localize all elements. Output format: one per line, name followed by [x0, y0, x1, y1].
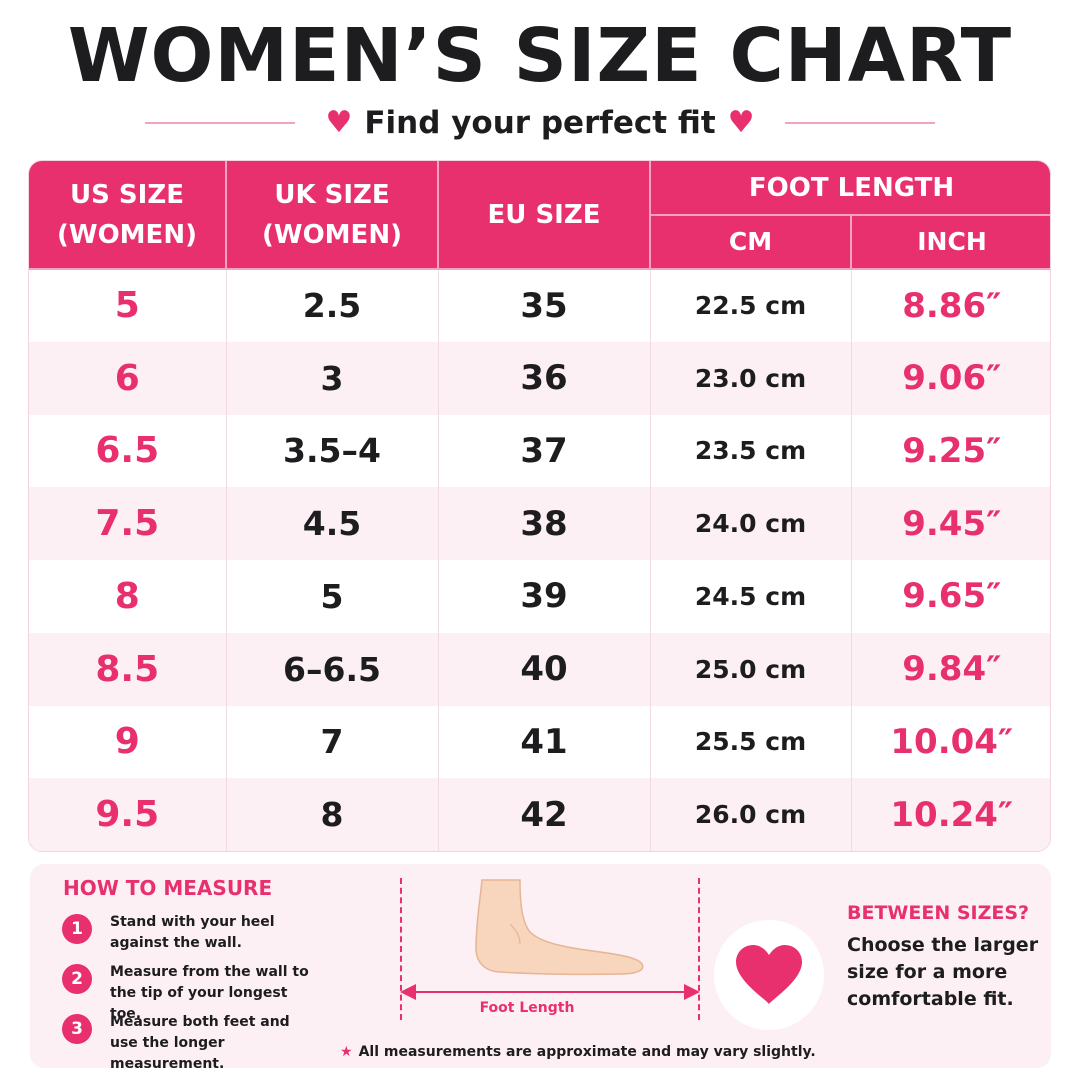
page-title: WOMEN’S SIZE CHART: [67, 13, 1013, 99]
header-inch: INCH: [851, 215, 1050, 270]
size-table-container: US SIZE (WOMEN) UK SIZE (WOMEN) EU SIZE …: [28, 160, 1051, 852]
header-cm: CM: [650, 215, 852, 270]
uk-size-cell: 2.5: [226, 269, 439, 342]
how-to-measure-title: HOW TO MEASURE: [63, 876, 273, 900]
heart-icon: ♥: [325, 105, 353, 140]
step-text: Measure both feet and use the longer mea…: [110, 1014, 290, 1072]
us-size-cell: 7.5: [29, 487, 227, 560]
table-row: 6.5 3.5–4 37 23.5 cm 9.25″: [29, 414, 1050, 488]
eu-size-cell: 42: [438, 778, 651, 851]
header-us-size: US SIZE (WOMEN): [29, 161, 227, 270]
uk-size-cell: 8: [226, 778, 439, 851]
step-number: 3: [62, 1014, 92, 1044]
info-panel: HOW TO MEASURE 1 Stand with your heel ag…: [30, 864, 1051, 1072]
uk-size-cell: 6–6.5: [226, 632, 439, 706]
measure-step: 2 Measure from the wall to the tip of yo…: [62, 962, 362, 1025]
eu-size-cell: 40: [438, 632, 651, 706]
uk-size-cell: 7: [226, 705, 439, 779]
us-size-cell: 6: [29, 341, 227, 415]
step-number: 1: [62, 914, 92, 944]
eu-size-cell: 35: [438, 269, 651, 342]
table-row: 8 5 39 24.5 cm 9.65″: [29, 560, 1050, 633]
cm-cell: 26.0 cm: [650, 778, 852, 851]
measure-step: 3 Measure both feet and use the longer m…: [62, 1012, 362, 1075]
uk-size-cell: 5: [226, 560, 439, 633]
us-size-cell: 9: [29, 705, 227, 779]
foot-icon: [400, 879, 700, 1000]
us-size-cell: 9.5: [29, 778, 227, 851]
eu-size-cell: 39: [438, 560, 651, 633]
header-uk-size: UK SIZE (WOMEN): [226, 161, 439, 270]
size-table: US SIZE (WOMEN) UK SIZE (WOMEN) EU SIZE …: [29, 161, 1050, 851]
table-row: 7.5 4.5 38 24.0 cm 9.45″: [29, 487, 1050, 560]
cm-cell: 25.5 cm: [650, 705, 852, 779]
inch-cell: 9.45″: [851, 487, 1050, 560]
note-text: All measurements are approximate and may…: [358, 1044, 816, 1060]
cm-cell: 23.0 cm: [650, 341, 852, 415]
subtitle: Find your perfect fit: [364, 105, 716, 141]
heart-icon: ♥: [727, 105, 755, 140]
cm-cell: 23.5 cm: [650, 414, 852, 488]
heart-badge: [714, 920, 824, 1030]
cm-cell: 24.0 cm: [650, 487, 852, 560]
step-number: 2: [62, 964, 92, 994]
us-size-cell: 8: [29, 560, 227, 633]
between-sizes-text: Choose the larger size for a more comfor…: [847, 934, 1039, 1010]
table-row: 9 7 41 25.5 cm 10.04″: [29, 705, 1050, 779]
eu-size-cell: 37: [438, 414, 651, 488]
dashed-guide-left: [400, 878, 402, 1020]
table-row: 5 2.5 35 22.5 cm 8.86″: [29, 269, 1050, 342]
eu-size-cell: 41: [438, 705, 651, 779]
inch-cell: 9.25″: [902, 430, 1002, 471]
inch-cell: 10.04″: [890, 721, 1014, 762]
inch-cell: 9.84″: [851, 632, 1050, 706]
step-text: Stand with your heel against the wall.: [110, 914, 275, 951]
divider-left: [145, 122, 296, 124]
foot-illustration: Foot Length: [370, 864, 700, 1068]
measure-step: 1 Stand with your heel against the wall.: [62, 912, 362, 954]
between-sizes-title: BETWEEN SIZES?: [847, 902, 1030, 924]
inch-cell: 10.24″: [851, 778, 1050, 851]
cm-cell: 22.5 cm: [650, 269, 852, 342]
header-foot-length: FOOT LENGTH: [650, 161, 1050, 216]
eu-size-cell: 38: [438, 487, 651, 560]
cm-cell: 25.0 cm: [650, 632, 852, 706]
table-row: 9.5 8 42 26.0 cm 10.24″: [29, 778, 1050, 851]
us-size-cell: 5: [29, 269, 227, 342]
inch-cell: 9.06″: [851, 341, 1050, 415]
header-eu-size: EU SIZE: [438, 161, 651, 270]
eu-size-cell: 36: [438, 341, 651, 415]
subtitle-row: ♥ Find your perfect fit ♥: [0, 98, 1080, 148]
foot-length-label: Foot Length: [479, 1000, 575, 1016]
table-row: 8.5 6–6.5 40 25.0 cm 9.84″: [29, 632, 1050, 706]
us-size-cell: 6.5: [29, 414, 227, 488]
uk-size-cell: 4.5: [226, 487, 439, 560]
inch-cell: 9.65″: [902, 576, 1002, 617]
us-size-cell: 8.5: [29, 632, 227, 706]
uk-size-cell: 3: [226, 341, 439, 415]
cm-cell: 24.5 cm: [650, 560, 852, 633]
disclaimer-note: ★ All measurements are approximate and ma…: [340, 1044, 860, 1060]
inch-cell: 8.86″: [902, 285, 1002, 326]
table-row: 6 3 36 23.0 cm 9.06″: [29, 341, 1050, 415]
step-text: Measure from the wall to the tip of your…: [110, 964, 309, 1022]
heart-icon: [736, 945, 802, 1004]
dashed-guide-right: [698, 878, 700, 1020]
star-icon: ★: [340, 1044, 353, 1060]
uk-size-cell: 3.5–4: [226, 414, 439, 488]
divider-right: [784, 122, 935, 124]
